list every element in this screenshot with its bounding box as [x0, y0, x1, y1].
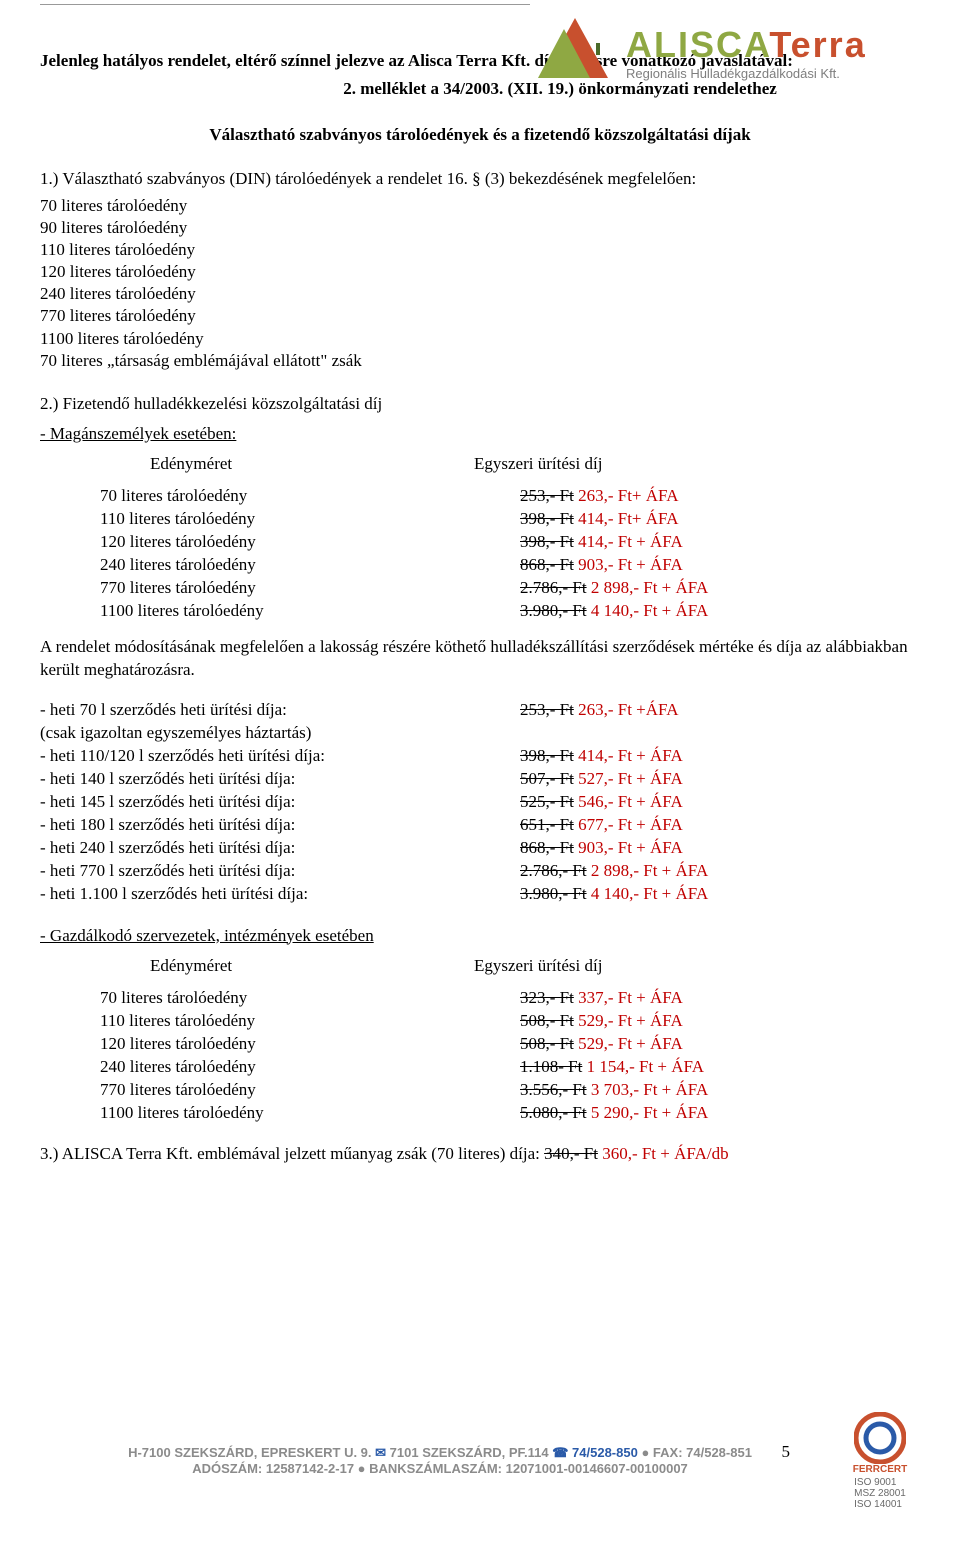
footer-text: H-7100 SZEKSZÁRD, EPRESKERT U. 9. ✉ 7101… — [40, 1445, 840, 1478]
table-row: 70 literes tárolóedény323,- Ft 337,- Ft … — [40, 986, 920, 1009]
list-item: 70 literes tárolóedény — [40, 195, 920, 217]
table-row: 1100 literes tárolóedény5.080,- Ft 5 290… — [40, 1101, 920, 1124]
table-row: 240 literes tárolóedény868,- Ft 903,- Ft… — [40, 553, 920, 576]
table-row: 70 literes tárolóedény253,- Ft 263,- Ft+… — [40, 484, 920, 507]
table-row: 240 literes tárolóedény1.108- Ft 1 154,-… — [40, 1055, 920, 1078]
logo-mark — [530, 13, 620, 93]
list-item: 90 literes tárolóedény — [40, 217, 920, 239]
list-item: 240 literes tárolóedény — [40, 283, 920, 305]
weekly-price-table: - heti 70 l szerződés heti ürítési díja:… — [40, 698, 920, 906]
brand-tagline: Regionális Hulladékgazdálkodási Kft. — [626, 67, 867, 80]
logo-text: ALISCATerra Regionális Hulladékgazdálkod… — [626, 27, 867, 80]
page-footer: H-7100 SZEKSZÁRD, EPRESKERT U. 9. ✉ 7101… — [40, 1412, 920, 1510]
column-headers: Edényméret Egyszeri ürítési díj — [40, 454, 920, 474]
section-3: 3.) ALISCA Terra Kft. emblémával jelzett… — [40, 1144, 920, 1164]
list-item: 120 literes tárolóedény — [40, 261, 920, 283]
table-row: 1100 literes tárolóedény3.980,- Ft 4 140… — [40, 599, 920, 622]
col-label: Edényméret — [40, 454, 220, 474]
top-rule — [40, 4, 530, 5]
table-row: 770 literes tárolóedény3.556,- Ft 3 703,… — [40, 1078, 920, 1101]
modification-paragraph: A rendelet módosításának megfelelően a l… — [40, 636, 920, 681]
table-row: - heti 180 l szerződés heti ürítési díja… — [40, 813, 920, 836]
table-row: - heti 70 l szerződés heti ürítési díja:… — [40, 698, 920, 721]
container-list: 70 literes tárolóedény 90 literes tároló… — [40, 195, 920, 372]
table-row: - heti 145 l szerződés heti ürítési díja… — [40, 790, 920, 813]
phone-icon: ☎ — [552, 1445, 568, 1460]
table-row: 770 literes tárolóedény2.786,- Ft 2 898,… — [40, 576, 920, 599]
section-2-title: 2.) Fizetendő hulladékkezelési közszolgá… — [40, 394, 920, 414]
ferrcert-icon — [854, 1412, 906, 1464]
private-price-table: 70 literes tárolóedény253,- Ft 263,- Ft+… — [40, 484, 920, 623]
list-item: 110 literes tárolóedény — [40, 239, 920, 261]
certification-badge: FERRCERT ISO 9001 MSZ 28001 ISO 14001 — [840, 1412, 920, 1510]
section-2-org-label: - Gazdálkodó szervezetek, intézmények es… — [40, 926, 920, 946]
column-headers-org: Edényméret Egyszeri ürítési díj — [40, 956, 920, 976]
section-2-private-label: - Magánszemélyek esetében: — [40, 424, 920, 444]
col-price: Egyszeri ürítési díj — [220, 454, 602, 474]
list-item: 770 literes tárolóedény — [40, 305, 920, 327]
brand-logo: ALISCATerra Regionális Hulladékgazdálkod… — [530, 8, 920, 98]
org-price-table: 70 literes tárolóedény323,- Ft 337,- Ft … — [40, 986, 920, 1125]
cert-lines: ISO 9001 MSZ 28001 ISO 14001 — [854, 1477, 906, 1510]
cert-brand: FERRCERT — [853, 1464, 907, 1475]
table-row: 110 literes tárolóedény398,- Ft 414,- Ft… — [40, 507, 920, 530]
col-price: Egyszeri ürítési díj — [220, 956, 602, 976]
table-row: - heti 770 l szerződés heti ürítési díja… — [40, 859, 920, 882]
table-row: - heti 110/120 l szerződés heti ürítési … — [40, 744, 920, 767]
section-1-intro: 1.) Választható szabványos (DIN) tárolóe… — [40, 169, 920, 189]
main-title: Választható szabványos tárolóedények és … — [40, 125, 920, 145]
mail-icon: ✉ — [375, 1445, 386, 1460]
brand-alisca: ALISCA — [626, 24, 769, 65]
col-label: Edényméret — [40, 956, 220, 976]
list-item: 70 literes „társaság emblémájával elláto… — [40, 350, 920, 372]
table-row: 120 literes tárolóedény398,- Ft 414,- Ft… — [40, 530, 920, 553]
table-row: - heti 240 l szerződés heti ürítési díja… — [40, 836, 920, 859]
list-item: 1100 literes tárolóedény — [40, 328, 920, 350]
table-row: 110 literes tárolóedény508,- Ft 529,- Ft… — [40, 1009, 920, 1032]
table-row: - heti 1.100 l szerződés heti ürítési dí… — [40, 882, 920, 905]
table-row-sub: (csak igazoltan egyszemélyes háztartás) — [40, 721, 920, 744]
table-row: - heti 140 l szerződés heti ürítési díja… — [40, 767, 920, 790]
brand-terra: Terra — [769, 24, 866, 65]
table-row: 120 literes tárolóedény508,- Ft 529,- Ft… — [40, 1032, 920, 1055]
